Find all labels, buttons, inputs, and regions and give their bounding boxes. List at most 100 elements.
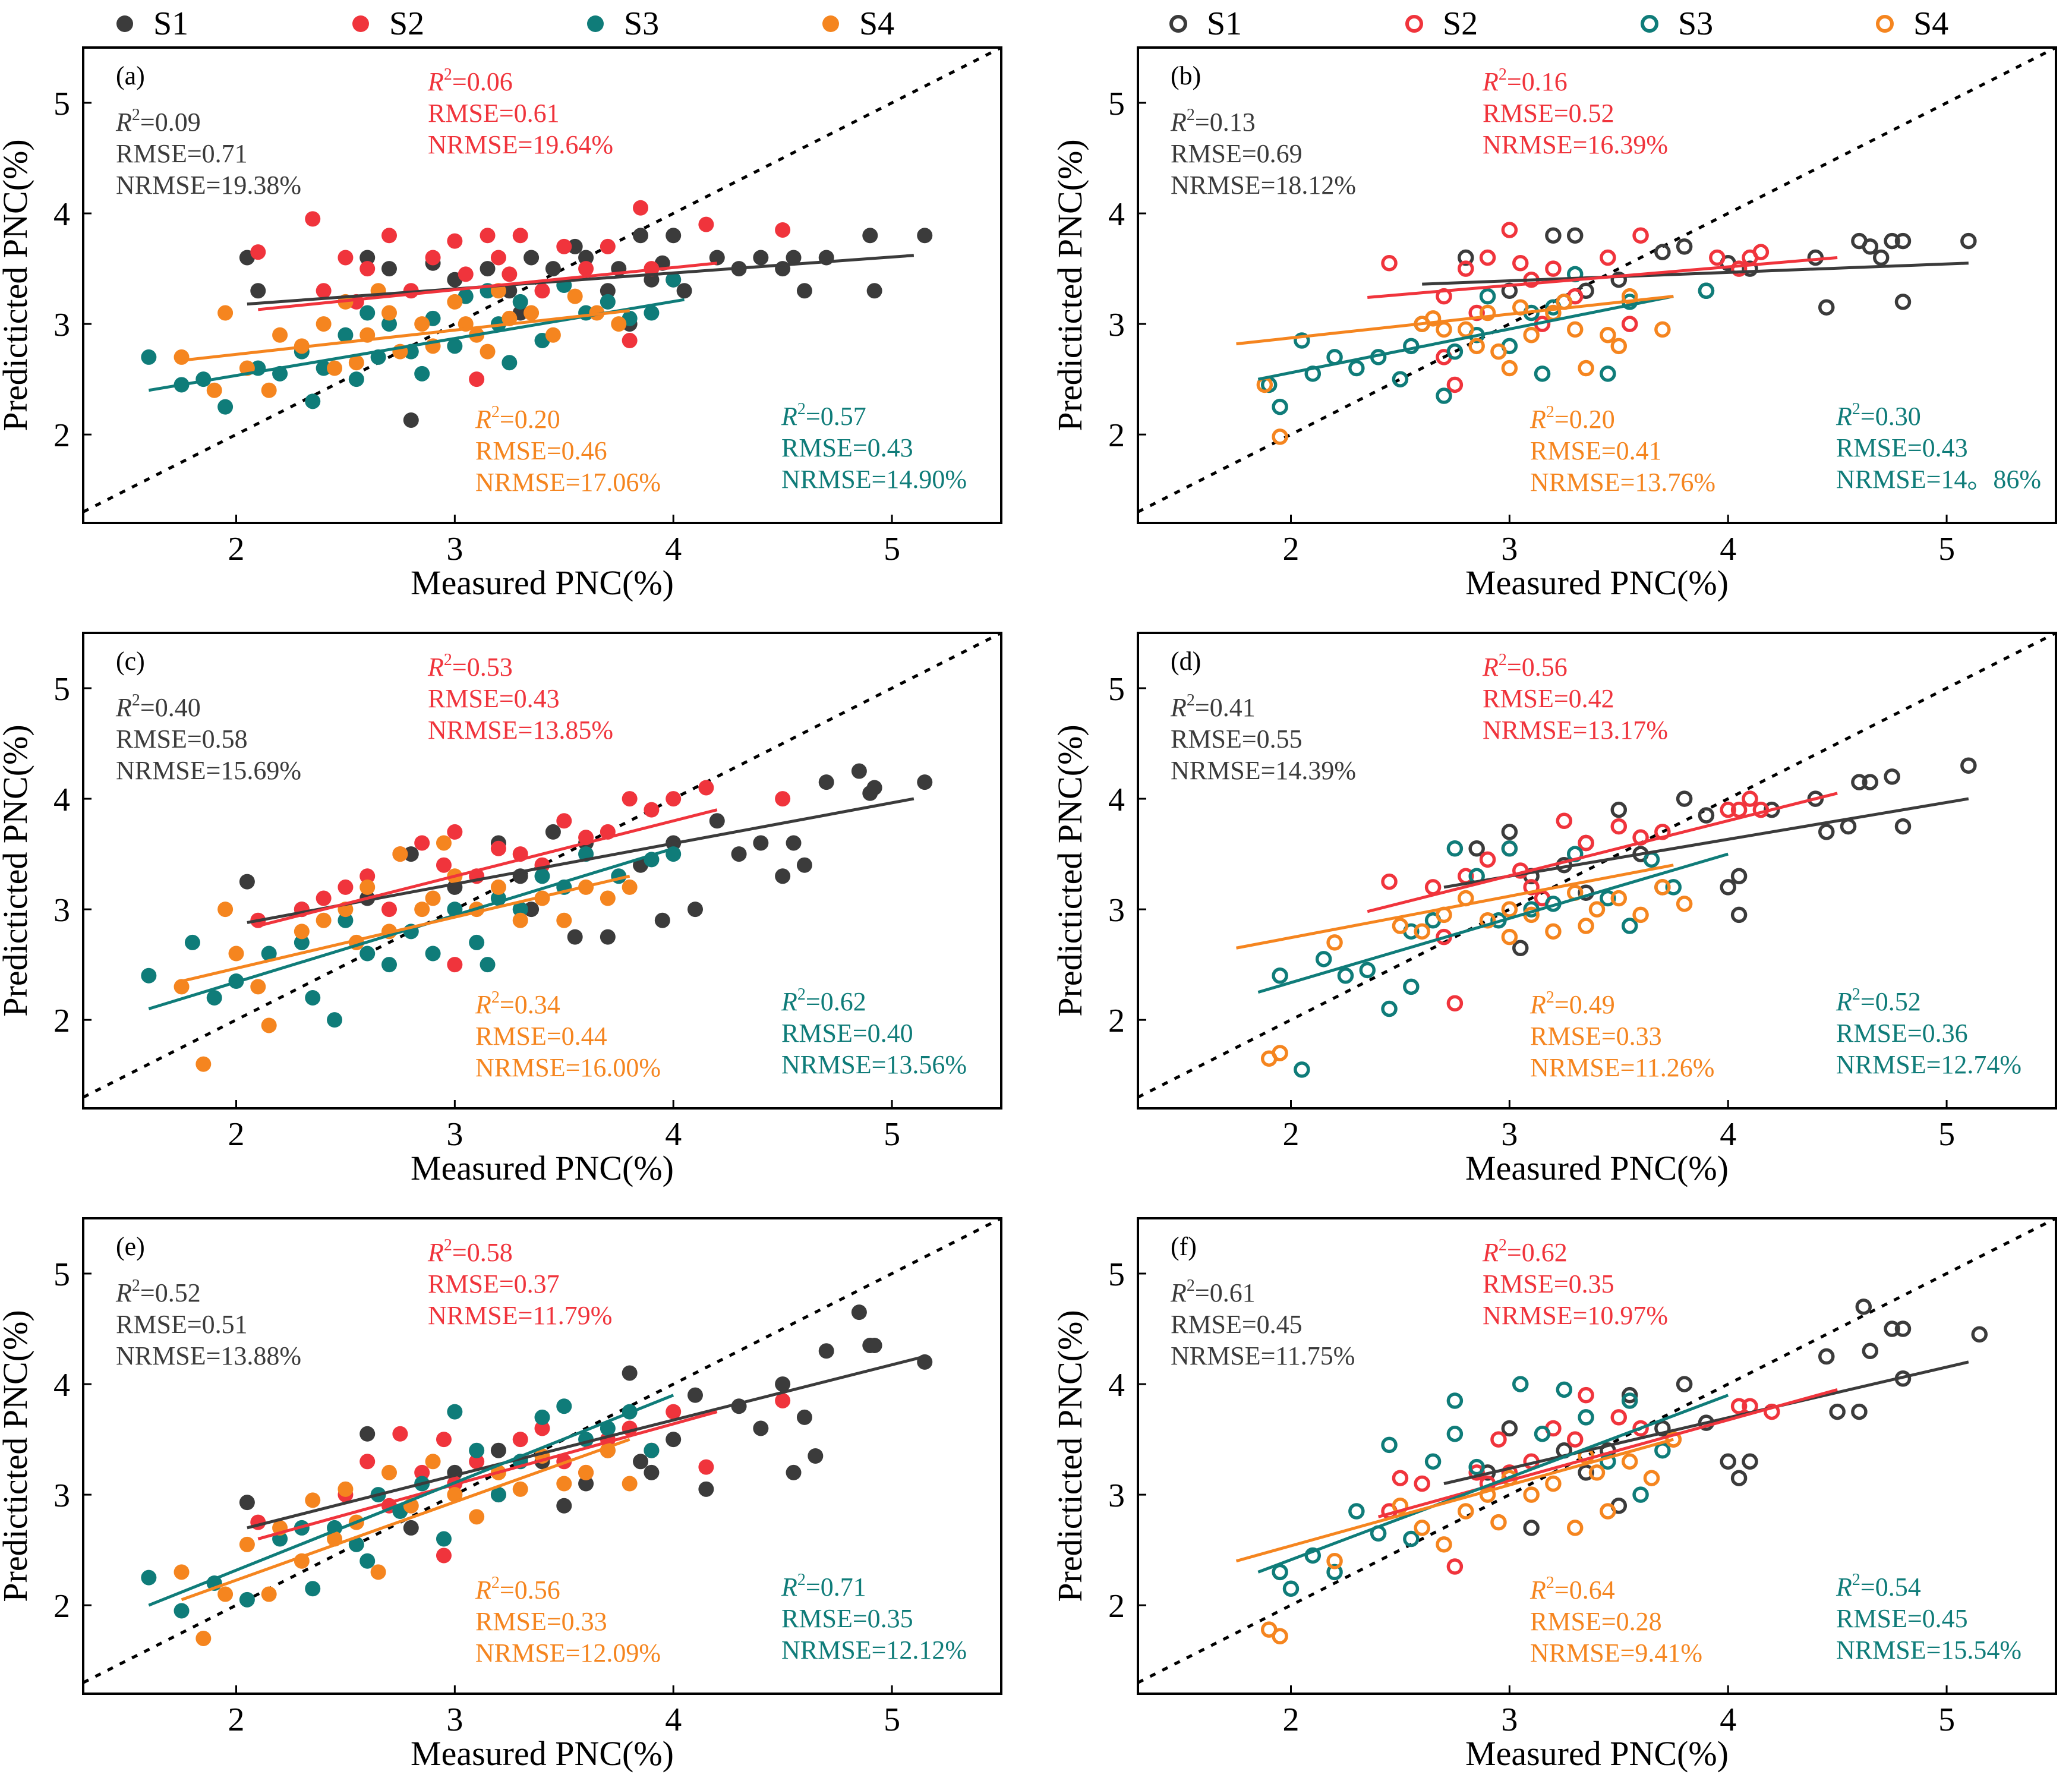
point-S4: [1414, 923, 1430, 940]
point-S3: [1348, 1503, 1365, 1520]
point-S4: [447, 1487, 463, 1503]
point-S1: [600, 283, 616, 299]
point-S2: [556, 238, 572, 254]
fit-line-S3: [148, 1394, 674, 1607]
point-S2: [1414, 1475, 1430, 1492]
point-S1: [1851, 1403, 1868, 1420]
fit-line-S4: [181, 874, 630, 983]
point-S4: [622, 1476, 638, 1492]
panel-b: 2 3 4 5 2 3 4 5 Measured PNC(%) Predicticted PNC(…: [1051, 46, 2057, 602]
point-S1: [556, 1498, 572, 1514]
point-S4: [447, 294, 463, 310]
point-S4: [272, 327, 288, 343]
x-tick-label: 2: [1283, 1701, 1300, 1738]
point-S4: [195, 1056, 212, 1072]
point-S3: [502, 355, 518, 371]
point-S4: [1479, 1486, 1496, 1503]
point-S4: [1326, 1552, 1343, 1569]
stat-nrmse-S2: NRMSE=16.39%: [1483, 130, 1668, 159]
point-S3: [1359, 962, 1376, 979]
point-S1: [1578, 1464, 1594, 1481]
point-S1: [381, 261, 397, 277]
point-S1: [753, 250, 769, 266]
fit-line-S2: [1377, 1388, 1838, 1518]
panel-label: (a): [116, 61, 145, 90]
point-S4: [316, 912, 332, 928]
x-tick-label: 4: [1720, 1116, 1736, 1153]
point-S1: [1730, 868, 1748, 885]
point-S2: [698, 780, 714, 796]
point-S3: [359, 305, 376, 321]
point-S2: [578, 261, 594, 277]
point-S2: [1392, 1470, 1409, 1486]
point-S1: [1818, 824, 1835, 840]
point-S2: [1730, 1398, 1748, 1415]
point-S3: [644, 1442, 660, 1458]
point-S2: [666, 1404, 682, 1420]
stat-nrmse-S1: NRMSE=14.39%: [1171, 756, 1356, 785]
y-tick-label: 5: [1108, 1256, 1125, 1293]
fit-line-S1: [1422, 261, 1969, 286]
point-S4: [1490, 343, 1507, 360]
point-S1: [545, 824, 561, 840]
point-S1: [786, 835, 802, 851]
point-S2: [1720, 801, 1736, 818]
point-S1: [1862, 238, 1879, 255]
point-S2: [1446, 376, 1464, 393]
legend-label-S1: S1: [1207, 5, 1242, 42]
point-S3: [1424, 1453, 1442, 1470]
point-S2: [1709, 249, 1726, 266]
point-S3: [1315, 951, 1332, 967]
point-S4: [195, 1630, 212, 1646]
point-S3: [1698, 282, 1715, 300]
point-S1: [818, 774, 834, 790]
point-S4: [1621, 288, 1638, 305]
stat-nrmse-S4: NRMSE=16.00%: [475, 1053, 661, 1082]
point-S3: [305, 393, 321, 409]
point-S3: [327, 1012, 343, 1028]
point-S4: [556, 1476, 572, 1492]
stat-nrmse-S4: NRMSE=12.09%: [475, 1638, 661, 1668]
point-S3: [294, 934, 310, 950]
legend-marker-S2: [352, 15, 369, 32]
point-S2: [1490, 1431, 1507, 1448]
stat-r2-S3: R2=0.52: [1836, 985, 1921, 1016]
point-S1: [1654, 1420, 1671, 1437]
point-S1: [676, 283, 692, 299]
legend-label-S2: S2: [389, 5, 424, 42]
legend-label-S1: S1: [153, 5, 188, 42]
point-S1: [731, 846, 747, 862]
point-S1: [1501, 824, 1518, 840]
point-S2: [1566, 1431, 1584, 1448]
point-S4: [1566, 321, 1584, 338]
point-S2: [600, 238, 616, 254]
point-S2: [1479, 851, 1496, 868]
point-S1: [1501, 1420, 1518, 1437]
point-S4: [578, 1464, 594, 1480]
stat-rmse-S2: RMSE=0.43: [428, 684, 560, 713]
point-S2: [1381, 873, 1398, 890]
point-S4: [523, 305, 540, 321]
point-S1: [862, 228, 878, 244]
plot-frame: [1137, 46, 2057, 524]
point-S4: [1566, 1520, 1584, 1536]
point-S3: [1272, 967, 1288, 984]
legend-left: S1 S2 S3 S4: [116, 5, 894, 42]
point-S1: [1829, 1403, 1846, 1420]
point-S3: [338, 912, 354, 928]
plot-frame: [82, 46, 1002, 524]
point-S1: [1468, 840, 1485, 857]
stat-r2-S3: R2=0.62: [781, 985, 866, 1016]
point-S4: [1479, 912, 1496, 929]
point-S3: [217, 399, 234, 415]
stat-nrmse-S2: NRMSE=10.97%: [1483, 1301, 1668, 1330]
fit-line-S2: [1367, 792, 1838, 913]
stat-rmse-S1: RMSE=0.69: [1171, 139, 1303, 168]
point-S3: [1446, 840, 1464, 857]
point-S4: [490, 879, 506, 895]
point-S1: [250, 283, 266, 299]
point-S2: [436, 1432, 452, 1448]
legend-marker-S3: [587, 15, 604, 32]
point-S1: [866, 780, 882, 796]
point-S2: [534, 283, 550, 299]
